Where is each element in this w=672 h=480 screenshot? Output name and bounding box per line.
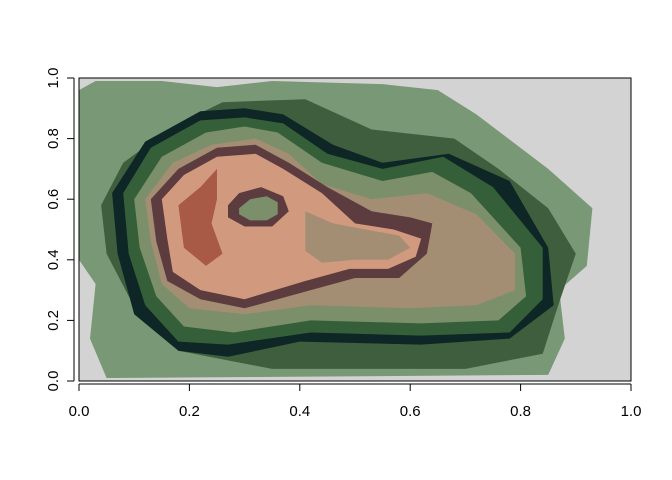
y-tick-label: 0.0: [45, 371, 62, 392]
y-tick-label: 0.2: [45, 310, 62, 331]
y-tick-label: 0.8: [45, 128, 62, 149]
y-tick-label: 0.6: [45, 189, 62, 210]
x-tick-label: 0.6: [400, 403, 421, 420]
x-tick-label: 0.4: [289, 403, 310, 420]
heatmap-regions: [79, 81, 593, 378]
x-tick-label: 0.2: [179, 403, 200, 420]
plot-frame: [78, 77, 632, 382]
x-tick-label: 1.0: [621, 403, 642, 420]
x-tick-label: 0.8: [510, 403, 531, 420]
heatmap-region-8: [305, 211, 411, 263]
heatmap-region-11: [239, 196, 278, 221]
heatmap-region-7: [161, 153, 422, 300]
y-tick-label: 0.4: [45, 249, 62, 270]
x-axis: 0.0 0.2 0.4 0.6 0.8 1.0: [69, 383, 642, 420]
y-axis: 0.0 0.2 0.4 0.6 0.8 1.0: [45, 68, 75, 392]
heatmap-region-9: [178, 168, 223, 266]
x-tick-label: 0.0: [69, 403, 90, 420]
y-tick-label: 1.0: [45, 68, 62, 89]
